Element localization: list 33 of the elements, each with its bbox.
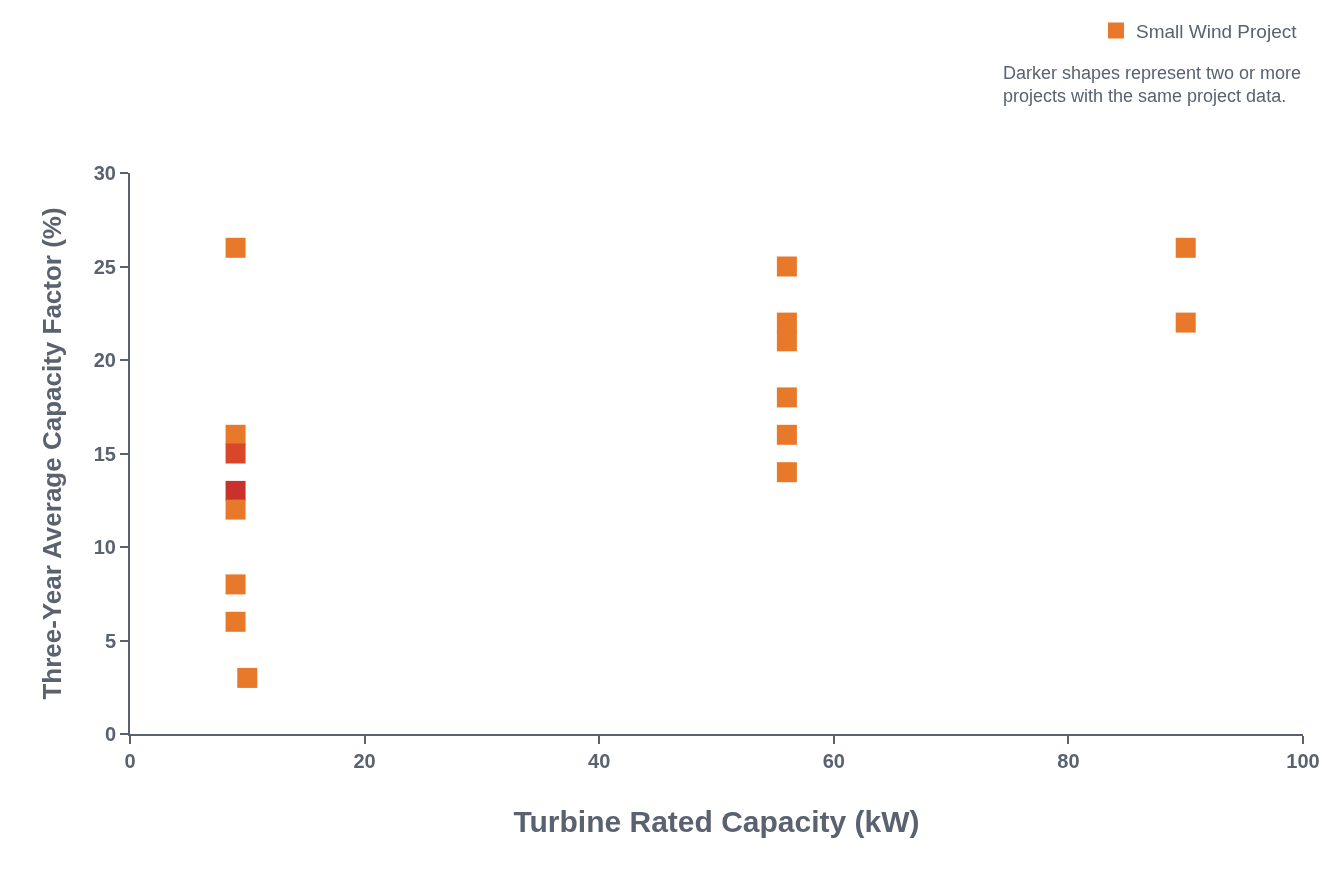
x-tick-label: 80 <box>1057 750 1080 772</box>
y-tick-label: 25 <box>93 255 116 278</box>
x-tick-label: 20 <box>353 750 376 772</box>
legend-label: Small Wind Project <box>1136 20 1298 42</box>
y-tick-label: 10 <box>93 536 116 558</box>
point <box>776 312 797 333</box>
y-tick-label: 20 <box>93 349 116 371</box>
y-tick-label: 0 <box>104 723 116 745</box>
x-tick-label: 100 <box>1286 750 1320 772</box>
point <box>237 667 258 688</box>
x-axis-title: Turbine Rated Capacity (kW) <box>513 805 920 838</box>
y-tick-label: 5 <box>104 629 116 652</box>
y-tick-label: 15 <box>93 442 116 465</box>
point <box>1175 312 1196 333</box>
x-tick-label: 40 <box>588 750 611 772</box>
point <box>776 256 797 277</box>
point <box>225 480 246 501</box>
text: Darker shapes represent two or more projects with the same project data. <box>1003 63 1302 107</box>
y-axis-title: Three-Year Average Capacity Factor (%) <box>36 207 67 700</box>
point <box>776 387 797 408</box>
point <box>776 462 797 483</box>
point <box>225 574 246 595</box>
point <box>225 424 246 445</box>
x-tick-label: 0 <box>124 750 136 772</box>
point <box>1175 237 1196 258</box>
point <box>225 611 246 632</box>
point <box>225 237 246 258</box>
point <box>225 499 246 520</box>
point <box>776 424 797 445</box>
point <box>776 331 797 352</box>
point <box>225 443 246 464</box>
y-tick-label: 30 <box>93 162 116 184</box>
x-tick-label: 60 <box>822 750 845 772</box>
